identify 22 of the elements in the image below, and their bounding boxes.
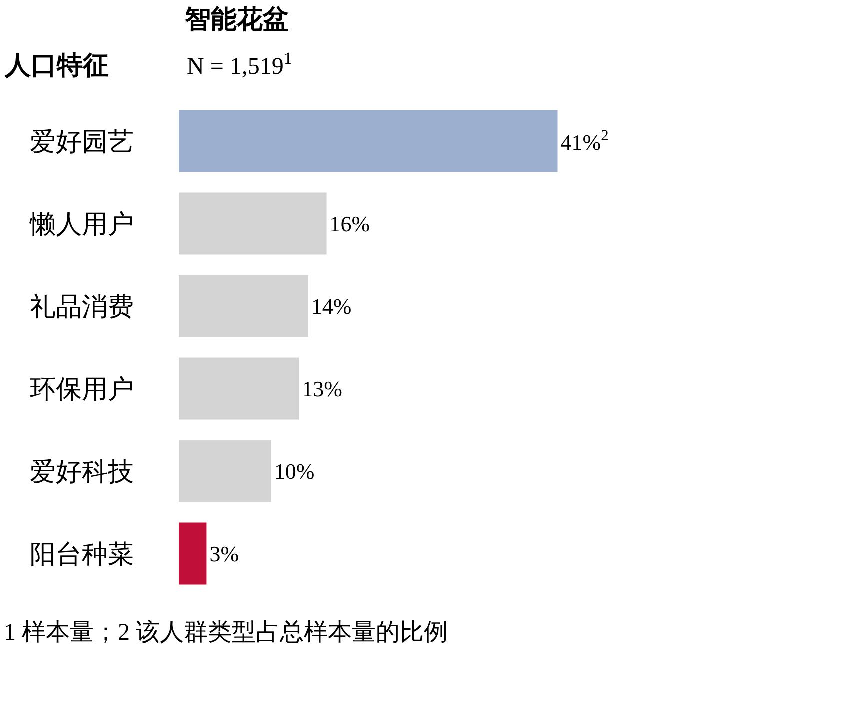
data-label: 41%$^{2}$	[560, 128, 609, 155]
bar	[179, 522, 207, 585]
y-tick-label: 懒人用户	[29, 210, 134, 239]
y-tick-label: 礼品消费	[30, 292, 134, 322]
data-label: 13%	[302, 376, 342, 402]
y-tick-label: 爱好科技	[30, 457, 134, 486]
bar	[179, 192, 327, 255]
y-tick-label: 环保用户	[30, 374, 134, 404]
chart-title: 智能花盆	[184, 5, 289, 34]
data-label: 3%	[210, 541, 240, 566]
bar	[179, 358, 300, 420]
bar	[179, 440, 272, 502]
y-axis-title: 人口特征	[4, 51, 109, 80]
data-label: 10%	[274, 458, 315, 484]
bar	[179, 110, 558, 172]
data-label: 16%	[330, 211, 370, 236]
bar	[179, 275, 308, 338]
y-tick-label: 阳台种菜	[30, 540, 134, 569]
data-label: 14%	[311, 294, 352, 319]
chart-subtitle: N = 1,519$^{1}$	[187, 49, 292, 80]
y-tick-label: 爱好园艺	[30, 127, 134, 156]
text: 1 样本量；2 该人群类型占总样本量的比例	[4, 619, 448, 646]
